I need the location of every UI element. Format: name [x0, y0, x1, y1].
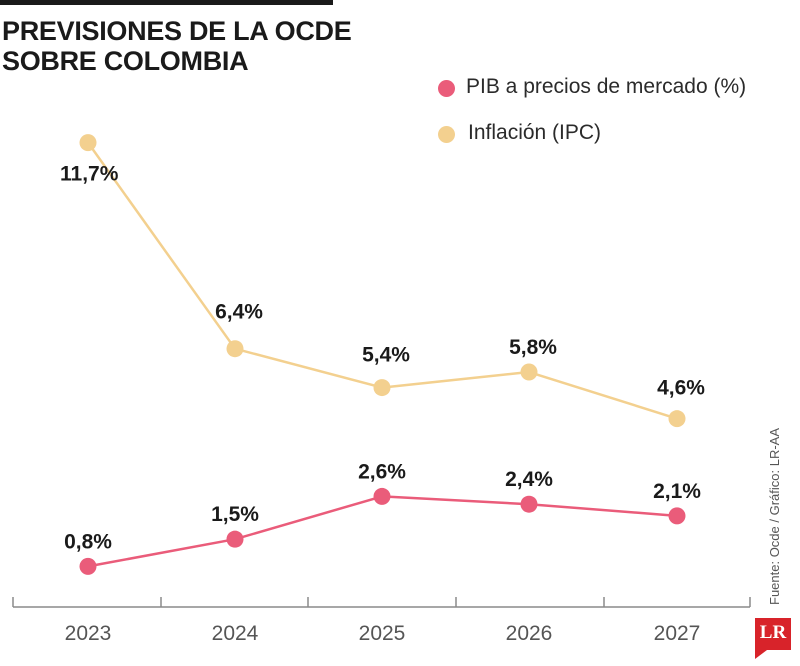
pib-data-label: 2,1%: [653, 480, 701, 503]
chart-title-line-1: PREVISIONES DE LA OCDE: [2, 16, 352, 46]
inflacion-data-point: [79, 134, 97, 152]
inflacion-data-label: 4,6%: [657, 377, 705, 400]
legend-swatch-inflacion: [438, 126, 455, 143]
header-rule: [0, 0, 333, 5]
pib-data-label: 2,4%: [505, 468, 553, 491]
pib-data-point: [668, 507, 686, 525]
pib-data-point: [226, 530, 244, 548]
inflacion-data-label: 11,7%: [60, 163, 119, 186]
x-tick-label: 2027: [654, 622, 701, 645]
inflacion-series-line: [86, 141, 678, 420]
lr-logo-text: LR: [759, 622, 787, 643]
inflacion-data-point: [226, 340, 244, 358]
x-tick-label: 2024: [212, 622, 259, 645]
pib-data-label: 1,5%: [211, 503, 259, 526]
source-note: Fuente: Ocde / Gráfico: LR-AA: [767, 427, 782, 605]
chart-title-line-2: SOBRE COLOMBIA: [2, 46, 249, 76]
inflacion-data-label: 6,4%: [215, 301, 263, 324]
pib-data-point: [79, 557, 97, 575]
legend-label-inflacion: Inflación (IPC): [468, 121, 602, 144]
pib-data-label: 2,6%: [358, 460, 406, 483]
x-tick-label: 2026: [506, 622, 553, 645]
inflacion-data-point: [520, 363, 538, 381]
pib-data-point: [373, 487, 391, 505]
inflacion-data-point: [373, 379, 391, 397]
pib-series-line: [87, 495, 678, 568]
legend-swatch-pib: [438, 80, 455, 97]
inflacion-data-label: 5,8%: [509, 336, 557, 359]
legend-label-pib: PIB a precios de mercado (%): [466, 75, 747, 98]
lr-logo: LR: [755, 618, 791, 659]
inflacion-data-label: 5,4%: [362, 344, 410, 367]
pib-data-point: [520, 495, 538, 513]
inflacion-data-point: [668, 410, 686, 428]
pib-data-label: 0,8%: [64, 530, 112, 553]
chart-title: PREVISIONES DE LA OCDE SOBRE COLOMBIA: [2, 16, 352, 76]
x-tick-label: 2025: [359, 622, 406, 645]
x-tick-label: 2023: [65, 622, 112, 645]
